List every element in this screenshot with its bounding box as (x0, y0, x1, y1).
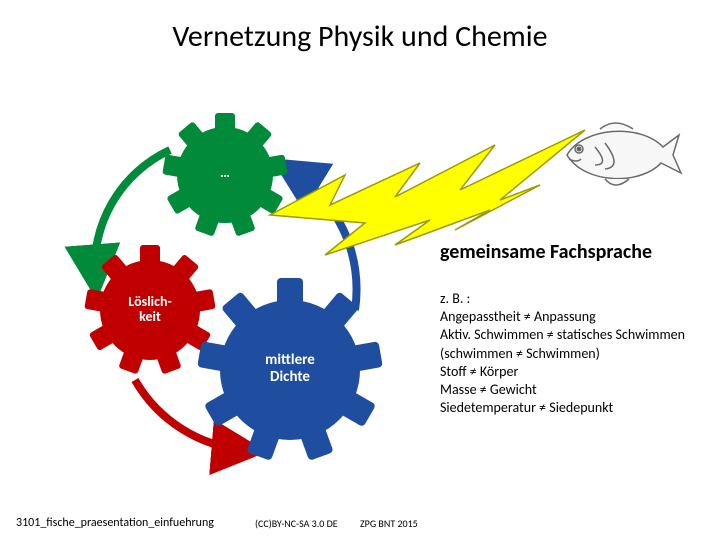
subtitle: gemeinsame Fachsprache (440, 240, 652, 264)
definition-line: z. B. : (440, 290, 685, 308)
gear-red-label: Löslich- keit (110, 294, 190, 325)
definition-line: Aktiv. Schwimmen ≠ statisches Schwimmen (440, 326, 685, 344)
gear-blue-label: mittlere Dichte (245, 352, 335, 385)
gear-green-label: … (195, 165, 255, 180)
footer-license: (CC)BY-NC-SA 3.0 DE (255, 517, 338, 530)
diagram-stage: … Löslich- keit (0, 0, 720, 540)
fish-icon (555, 115, 685, 195)
footer-credit: ZPG BNT 2015 (360, 517, 418, 530)
footer-filename: 3101_fische_praesentation_einfuehrung (16, 516, 214, 530)
definition-line: Siedetemperatur ≠ Siedepunkt (440, 399, 685, 417)
definitions-list: z. B. : Angepasstheit ≠ Anpassung Aktiv.… (440, 290, 685, 417)
definition-line: (schwimmen ≠ Schwimmen) (440, 345, 685, 363)
definition-line: Masse ≠ Gewicht (440, 381, 685, 399)
definition-line: Angepasstheit ≠ Anpassung (440, 308, 685, 326)
definition-line: Stoff ≠ Körper (440, 363, 685, 381)
